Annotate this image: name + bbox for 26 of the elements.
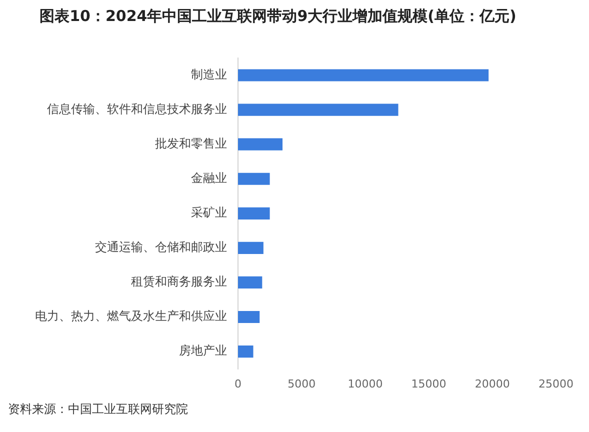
x-tick-label: 5000 — [288, 377, 316, 390]
text: 资料来源：中国工业互联网研究院 — [8, 401, 188, 418]
bar — [238, 207, 270, 220]
bar — [238, 104, 398, 116]
y-tick-label: 房地产业 — [179, 344, 227, 358]
y-tick-label: 采矿业 — [191, 206, 227, 220]
chart-title: 图表10：2024年中国工业互联网带动9大行业增加值规模(单位：亿元) — [40, 6, 516, 25]
x-tick-label: 20000 — [474, 377, 510, 390]
x-tick-label: 10000 — [348, 377, 383, 390]
y-tick-label: 批发和零售业 — [155, 136, 227, 150]
bar — [238, 172, 270, 185]
y-tick-label: 交通运输、仓储和邮政业 — [95, 240, 227, 254]
x-tick-label: 25000 — [538, 377, 574, 390]
bar — [238, 310, 260, 324]
bar — [238, 138, 283, 150]
y-tick-label: 信息传输、软件和信息技术服务业 — [47, 102, 227, 116]
x-tick-label: 15000 — [411, 377, 446, 390]
y-tick-label: 租赁和商务服务业 — [131, 274, 227, 289]
bar — [238, 242, 264, 254]
bar — [238, 276, 262, 289]
x-tick-label: 0 — [234, 377, 242, 390]
y-tick-label: 金融业 — [191, 170, 227, 185]
bar — [238, 69, 489, 82]
y-tick-label: 制造业 — [191, 67, 227, 82]
y-tick-label: 电力、热力、燃气及水生产和供应业 — [35, 309, 227, 324]
bar — [238, 345, 254, 358]
